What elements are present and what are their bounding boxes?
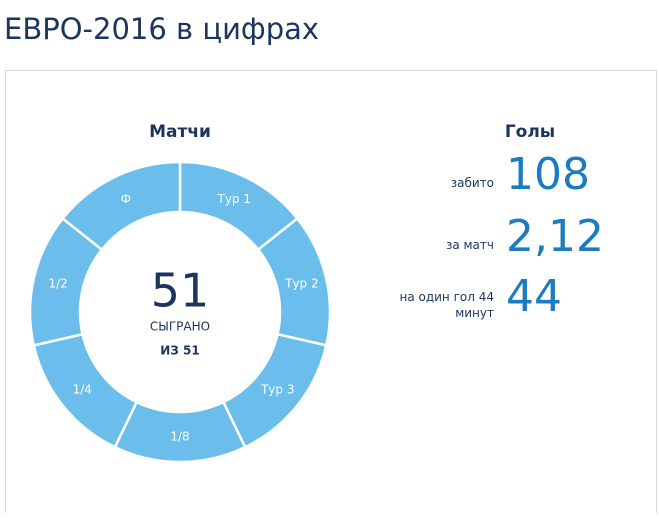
goals-title: Голы [504,122,556,142]
stat-label: забито [450,176,494,190]
matches-title: Матчи [149,122,211,142]
stat-value: 108 [506,149,590,200]
stat-value: 2,12 [506,211,604,262]
segment-label: 1/4 [73,382,92,396]
card [5,70,657,513]
segment-label: 1/8 [170,430,189,444]
stat-row: за матч 2,12 [380,212,659,272]
stat-label: на один гол 44 минут [399,290,494,320]
page-title: ЕВРО-2016 в цифрах [4,12,320,46]
segment [60,160,182,252]
segment-label: Тур 2 [284,277,319,291]
segment-label: 1/2 [48,277,67,291]
segment-label: Ф [121,192,131,206]
stat-value: 44 [506,271,562,322]
segment-label: Тур 3 [260,382,295,396]
played: 51 [151,264,210,318]
total: ИЗ 51 [160,344,199,358]
donut: Тур 1 Тур 2 Тур 3 1/8 1/4 1/2 Ф 51 СЫГРАНО ИЗ … [28,160,332,464]
stat-row: на один гол 44 минут 44 [380,272,659,332]
stat-row: забито 108 [380,150,659,210]
stat-label: за матч [445,238,494,252]
played-label: СЫГРАНО [150,320,210,334]
segment-label: Тур 1 [216,192,251,206]
